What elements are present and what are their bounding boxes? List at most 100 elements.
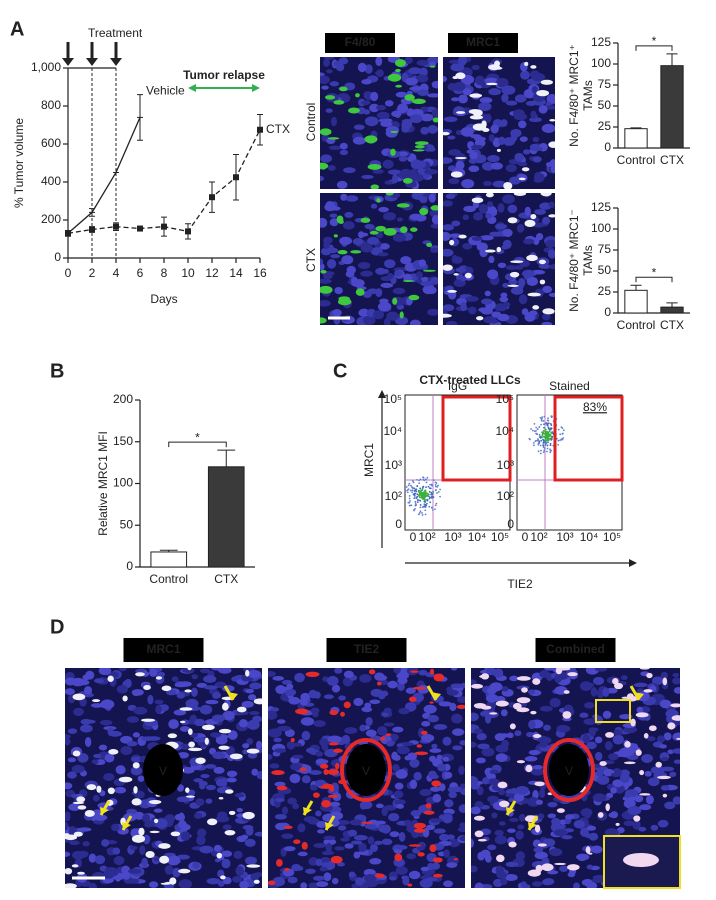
nucleus	[516, 223, 525, 233]
stain	[333, 234, 338, 238]
flow-x-label: TIE2	[507, 577, 533, 591]
nucleus	[517, 824, 525, 830]
stain	[414, 145, 425, 149]
nucleus	[532, 156, 542, 163]
stain	[532, 733, 542, 739]
x-tick-label: 14	[229, 266, 243, 280]
stain	[153, 818, 159, 824]
y-tick-label: 25	[598, 119, 612, 133]
nucleus	[65, 811, 71, 821]
image-label: Combined	[546, 642, 605, 656]
nucleus	[502, 239, 512, 249]
stain	[96, 785, 102, 793]
stain	[321, 800, 331, 808]
nucleus	[178, 879, 193, 888]
cell-dot	[415, 496, 418, 499]
stain	[643, 732, 649, 739]
nucleus	[100, 699, 115, 710]
nucleus	[297, 823, 306, 833]
nucleus	[443, 849, 450, 858]
nucleus	[65, 852, 71, 858]
stain	[649, 725, 657, 732]
cell-dot	[546, 450, 548, 453]
cell-dot	[419, 487, 422, 490]
stain	[327, 768, 339, 776]
nucleus	[401, 120, 413, 130]
nucleus	[291, 864, 302, 872]
stain	[390, 148, 396, 156]
series-label: CTX	[266, 122, 290, 136]
nucleus	[457, 57, 467, 66]
nucleus	[329, 218, 339, 227]
nucleus	[77, 850, 89, 858]
nucleus	[256, 770, 262, 780]
x-axis-label: Days	[150, 292, 177, 306]
nucleus	[408, 870, 421, 880]
nucleus	[487, 269, 499, 280]
arrow-head	[629, 559, 637, 567]
stain	[556, 668, 571, 671]
arrow-head	[110, 58, 122, 66]
stain	[337, 250, 348, 255]
nucleus	[594, 751, 603, 761]
nucleus	[391, 751, 399, 761]
nucleus	[500, 119, 508, 127]
nucleus	[367, 236, 380, 245]
nucleus	[623, 726, 637, 734]
cell-dot	[422, 485, 425, 488]
stain	[513, 193, 527, 197]
nucleus	[343, 167, 356, 174]
cell-dot	[419, 506, 422, 509]
stain	[432, 857, 443, 863]
nucleus	[316, 829, 325, 834]
cell-dot	[542, 439, 545, 442]
cell-dot	[430, 493, 433, 496]
nucleus	[517, 162, 528, 167]
nucleus	[270, 707, 280, 712]
nucleus	[539, 202, 552, 210]
stain	[320, 317, 327, 324]
nucleus	[489, 319, 499, 324]
stain	[496, 854, 505, 863]
nucleus	[547, 813, 557, 819]
nucleus	[375, 803, 384, 809]
flow-x-tick: 10²	[418, 530, 435, 544]
nucleus	[415, 74, 429, 83]
nucleus	[404, 57, 413, 65]
nucleus	[394, 270, 403, 277]
nucleus	[505, 100, 518, 106]
cell-dot	[557, 428, 560, 431]
x-tick-label: Control	[617, 318, 656, 332]
nucleus	[174, 813, 186, 821]
flow-x-tick: 10⁵	[603, 530, 621, 544]
cell-dot	[430, 497, 433, 499]
y-tick-label: 400	[41, 174, 61, 188]
nucleus	[173, 709, 187, 716]
nucleus	[359, 674, 372, 683]
nucleus	[387, 272, 394, 280]
stain	[160, 882, 171, 885]
stain	[141, 718, 155, 722]
nucleus	[268, 710, 278, 720]
nucleus	[584, 702, 595, 709]
nucleus	[333, 60, 344, 68]
y-tick-label: 150	[113, 434, 133, 448]
stain	[518, 177, 526, 181]
nucleus	[93, 814, 108, 821]
nucleus	[482, 777, 490, 785]
nucleus	[514, 265, 524, 270]
cell-dot	[547, 426, 550, 429]
cell-dot	[422, 476, 425, 479]
stain	[527, 292, 541, 297]
cell-dot	[418, 479, 420, 482]
nucleus	[494, 829, 504, 837]
nucleus	[565, 814, 575, 820]
nucleus	[274, 814, 287, 820]
cell-dot	[429, 487, 432, 490]
stain	[402, 279, 415, 282]
nucleus	[249, 682, 262, 690]
nucleus	[382, 159, 394, 169]
nucleus	[458, 804, 465, 813]
nucleus	[471, 741, 477, 748]
stain	[532, 678, 541, 685]
